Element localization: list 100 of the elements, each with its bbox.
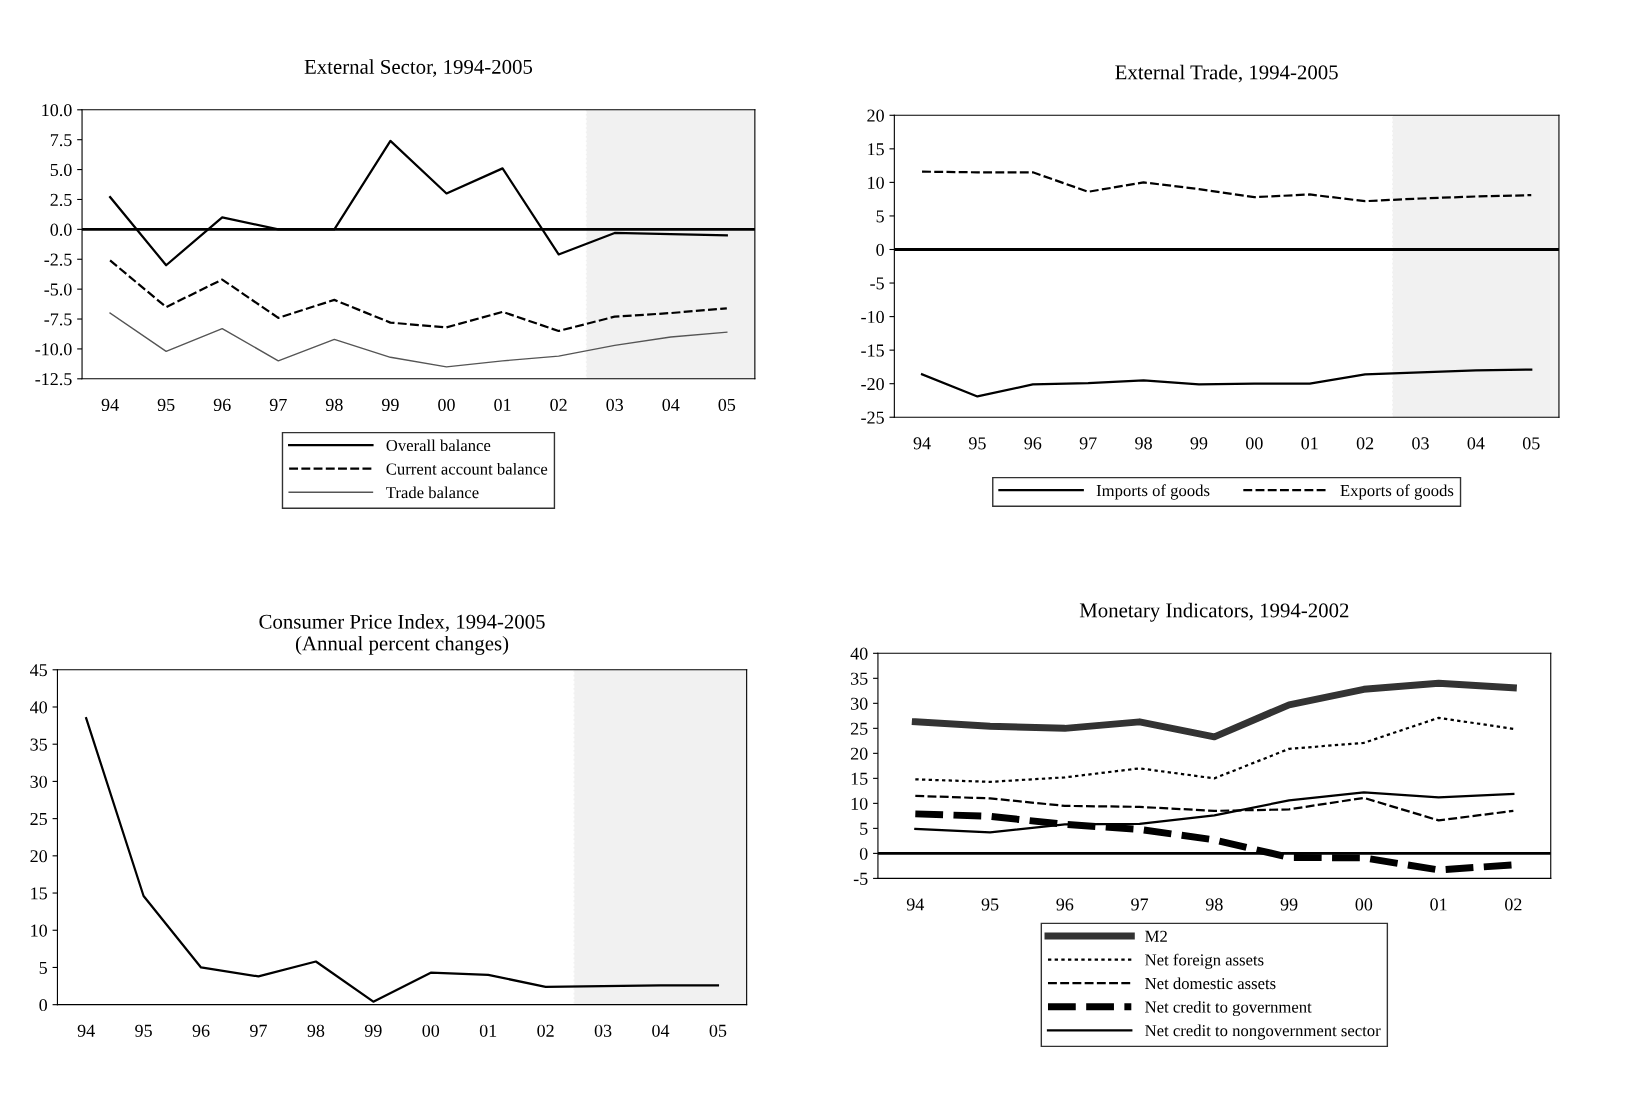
y-tick-label: 30 (30, 775, 48, 788)
chart-title: Consumer Price Index, 1994-2005 (259, 614, 545, 632)
legend-label: Net credit to government (1145, 1000, 1312, 1017)
y-tick-label: 15 (851, 772, 868, 785)
y-tick-label: -12.5 (35, 373, 72, 386)
y-tick-label: 0.0 (50, 223, 72, 236)
x-tick-label: 02 (1356, 437, 1374, 450)
x-tick-label: 00 (1246, 437, 1263, 450)
x-tick-label: 01 (1301, 437, 1318, 450)
x-tick-label: 97 (269, 398, 287, 411)
x-tick-label: 98 (1205, 898, 1223, 911)
y-tick-label: 0 (876, 243, 884, 256)
y-tick-label: 5 (860, 822, 868, 835)
x-tick-label: 01 (494, 398, 511, 411)
y-tick-label: 35 (30, 738, 48, 751)
y-tick-label: 5 (876, 210, 884, 223)
y-tick-label: 20 (867, 109, 884, 122)
line-series (109, 312, 728, 368)
x-tick-label: 99 (381, 398, 399, 411)
x-tick-label: 00 (1355, 898, 1373, 911)
x-tick-label: 95 (968, 437, 986, 450)
x-tick-label: 94 (906, 898, 925, 911)
y-tick-label: -10.0 (35, 343, 72, 356)
x-tick-label: 97 (250, 1024, 267, 1037)
x-tick-label: 02 (550, 398, 567, 411)
y-tick-label: 10.0 (42, 104, 72, 117)
x-tick-label: 96 (1024, 437, 1042, 450)
chart-title: External Sector, 1994-2005 (304, 59, 533, 77)
y-tick-label: -10 (861, 310, 884, 324)
legend-label: Trade balance (386, 486, 479, 499)
x-tick-label: 97 (1079, 437, 1097, 450)
x-tick-label: 94 (913, 437, 931, 450)
y-tick-label: 15 (31, 887, 48, 900)
chart-title: External Trade, 1994-2005 (1115, 64, 1338, 83)
y-tick-label: 0 (859, 847, 868, 860)
y-tick-label: 15 (868, 143, 884, 156)
y-tick-label: 20 (30, 850, 48, 863)
x-tick-label: 99 (1190, 437, 1208, 450)
x-tick-label: 05 (718, 398, 736, 411)
y-tick-label: 30 (851, 697, 868, 710)
x-tick-label: 98 (307, 1024, 325, 1037)
x-tick-label: 03 (594, 1024, 612, 1037)
y-tick-label: -2.5 (44, 253, 72, 266)
y-tick-label: 25 (850, 722, 868, 735)
legend-label: Exports of goods (1340, 484, 1454, 500)
y-tick-label: 40 (30, 701, 48, 714)
x-tick-label: 04 (1467, 437, 1485, 450)
x-tick-label: 02 (537, 1024, 554, 1037)
x-tick-label: 04 (652, 1024, 670, 1037)
x-tick-label: 02 (1505, 898, 1522, 911)
legend-label: Net domestic assets (1145, 977, 1276, 990)
x-tick-label: 94 (101, 398, 119, 411)
x-tick-label: 99 (364, 1024, 382, 1037)
y-tick-label: 10 (868, 176, 884, 189)
y-tick-label: 5.0 (50, 163, 72, 177)
x-tick-label: 00 (422, 1024, 440, 1037)
y-tick-label: 25 (30, 812, 48, 826)
y-tick-label: 2.5 (50, 193, 72, 206)
y-tick-label: 45 (30, 664, 48, 677)
y-tick-label: 40 (850, 647, 868, 660)
y-tick-label: -5.0 (44, 283, 72, 296)
x-tick-label: 94 (77, 1024, 95, 1037)
legend-label: Current account balance (386, 462, 548, 475)
line-series (914, 716, 1515, 783)
x-tick-label: 03 (606, 398, 624, 411)
y-tick-label: 7.5 (50, 134, 72, 147)
x-tick-label: 00 (438, 398, 455, 411)
chart-title: Monetary Indicators, 1994-2002 (1079, 602, 1349, 622)
x-tick-label: 05 (1522, 437, 1540, 450)
x-tick-label: 99 (1280, 898, 1298, 911)
x-tick-label: 98 (1135, 437, 1152, 450)
x-tick-label: 03 (1412, 437, 1429, 450)
x-tick-label: 95 (135, 1024, 152, 1037)
y-tick-label: -15 (861, 344, 884, 357)
x-tick-label: 97 (1131, 898, 1149, 911)
x-tick-label: 96 (192, 1024, 210, 1037)
legend-label: Net foreign assets (1145, 953, 1264, 969)
line-series (920, 368, 1533, 398)
legend-label: M2 (1145, 930, 1167, 942)
legend-label: Net credit to nongovernment sector (1145, 1024, 1381, 1040)
x-tick-label: 01 (1430, 898, 1447, 911)
x-tick-label: 05 (709, 1024, 727, 1037)
x-tick-label: 01 (479, 1024, 497, 1037)
x-tick-label: 95 (157, 398, 175, 411)
y-tick-label: 0 (39, 998, 48, 1012)
x-tick-label: 04 (662, 398, 680, 411)
y-tick-label: -5 (853, 872, 868, 885)
y-tick-label: 5 (39, 961, 48, 974)
y-tick-label: 10 (31, 924, 48, 937)
y-tick-label: -20 (861, 377, 884, 391)
x-tick-label: 96 (213, 398, 231, 411)
y-tick-label: 35 (851, 672, 868, 685)
line-series (920, 170, 1533, 203)
line-series (108, 259, 728, 333)
chart-subtitle: (Annual percent changes) (295, 635, 509, 655)
y-tick-label: -7.5 (44, 313, 72, 326)
x-tick-label: 96 (1056, 898, 1074, 911)
y-tick-label: 10 (851, 797, 868, 810)
y-tick-label: 20 (850, 747, 868, 760)
x-tick-label: 98 (325, 398, 343, 411)
